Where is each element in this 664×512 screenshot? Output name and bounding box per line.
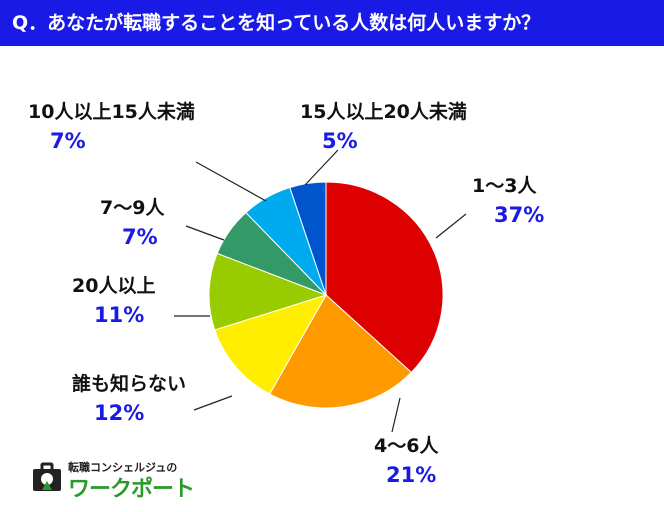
leader-line [391, 397, 401, 433]
logo-name: ワークポート [68, 477, 195, 502]
slice-percent: 12% [94, 401, 144, 425]
question-header: Q．あなたが転職することを知っている人数は何人いますか？ [0, 0, 664, 46]
slice-label: 20人以上 [72, 275, 155, 297]
slice-label: 誰も知らない [72, 372, 186, 395]
leader-line [195, 161, 267, 202]
pie-slice [268, 294, 413, 409]
slice-percent: 21% [386, 463, 436, 487]
slice-label: 10人以上15人未満 [28, 100, 195, 123]
pie-slice [208, 252, 328, 331]
slice-percent: 7% [50, 129, 86, 153]
slice-percent: 7% [122, 225, 158, 249]
leader-line [304, 149, 339, 186]
slice-label: 7～9人 [100, 197, 165, 219]
briefcase-icon [33, 462, 61, 491]
leader-line [435, 213, 467, 239]
slice-percent: 5% [322, 129, 358, 153]
slice-label: 4～6人 [374, 435, 439, 457]
workport-logo: 転職コンシェルジュの ワークポート [30, 458, 210, 502]
pie-slice [289, 181, 327, 296]
leader-line [185, 225, 225, 241]
pie-slice [214, 294, 328, 395]
logo-subtitle: 転職コンシェルジュの [68, 461, 178, 474]
slice-label: 1～3人 [472, 175, 537, 197]
pie-slice [325, 181, 444, 374]
slice-percent: 11% [94, 303, 144, 327]
slice-percent: 37% [494, 203, 544, 227]
leader-line [193, 395, 233, 411]
question-text: Q．あなたが転職することを知っている人数は何人いますか？ [12, 12, 541, 34]
slice-label: 15人以上20人未満 [300, 100, 467, 123]
